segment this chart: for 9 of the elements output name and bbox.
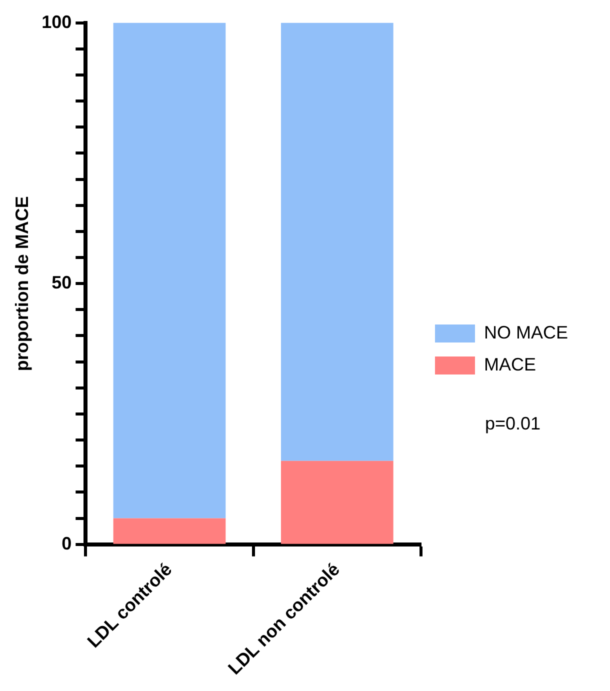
bar <box>280 22 394 461</box>
y-tick-label: 0 <box>62 533 72 554</box>
y-tick-label: 50 <box>52 272 72 293</box>
legend-label: MACE <box>484 354 536 374</box>
legend-label: NO MACE <box>484 322 568 342</box>
bar <box>113 22 226 518</box>
y-axis-title: proportion de MACE <box>12 196 32 372</box>
y-tick-label: 100 <box>42 12 72 32</box>
text: p=0.01 <box>484 413 541 434</box>
